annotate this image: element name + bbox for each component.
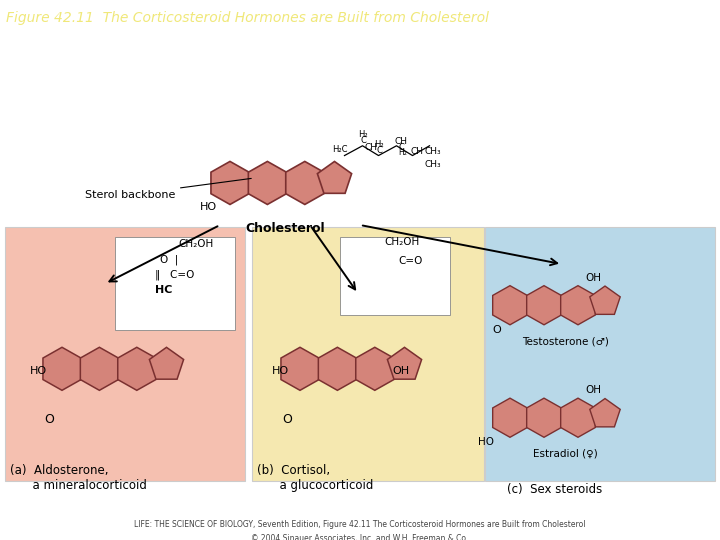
Polygon shape bbox=[590, 399, 620, 427]
Text: OH: OH bbox=[392, 366, 409, 376]
Text: (b)  Cortisol,
      a glucocorticoid: (b) Cortisol, a glucocorticoid bbox=[257, 464, 374, 492]
Text: OH: OH bbox=[585, 273, 601, 283]
Text: CH₃: CH₃ bbox=[425, 160, 441, 170]
Text: O: O bbox=[44, 413, 54, 426]
Polygon shape bbox=[43, 347, 81, 390]
Polygon shape bbox=[149, 347, 184, 379]
Polygon shape bbox=[561, 398, 595, 437]
Polygon shape bbox=[526, 286, 562, 325]
Text: C: C bbox=[398, 143, 405, 152]
Text: CH₂OH: CH₂OH bbox=[384, 237, 420, 247]
Text: Testosterone (♂): Testosterone (♂) bbox=[521, 336, 608, 346]
Text: H₂: H₂ bbox=[398, 147, 408, 157]
Polygon shape bbox=[118, 347, 156, 390]
Polygon shape bbox=[356, 347, 394, 390]
Polygon shape bbox=[492, 398, 527, 437]
Text: HO: HO bbox=[478, 437, 494, 447]
Text: Estradiol (♀): Estradiol (♀) bbox=[533, 449, 598, 459]
Text: C=O: C=O bbox=[398, 256, 423, 266]
Text: H₂C: H₂C bbox=[333, 145, 348, 154]
Text: H₂: H₂ bbox=[374, 140, 384, 149]
Text: H₂: H₂ bbox=[359, 130, 368, 139]
Text: O: O bbox=[282, 413, 292, 426]
FancyBboxPatch shape bbox=[252, 227, 484, 481]
Polygon shape bbox=[281, 347, 319, 390]
Polygon shape bbox=[81, 347, 119, 390]
Text: OH: OH bbox=[585, 385, 601, 395]
FancyBboxPatch shape bbox=[485, 227, 715, 481]
Text: CH: CH bbox=[364, 143, 377, 152]
Text: HO: HO bbox=[272, 366, 289, 376]
Text: O  |: O | bbox=[160, 254, 179, 265]
Polygon shape bbox=[526, 398, 562, 437]
Text: CH₂OH: CH₂OH bbox=[179, 239, 214, 248]
Text: CH: CH bbox=[395, 137, 408, 146]
Polygon shape bbox=[561, 286, 595, 325]
Polygon shape bbox=[211, 161, 249, 205]
Text: Sterol backbone: Sterol backbone bbox=[85, 178, 251, 200]
Polygon shape bbox=[492, 286, 527, 325]
FancyBboxPatch shape bbox=[5, 227, 245, 481]
Polygon shape bbox=[318, 347, 356, 390]
Text: ‖   C=O: ‖ C=O bbox=[155, 270, 194, 280]
Text: HO: HO bbox=[200, 202, 217, 212]
Text: Cholesterol: Cholesterol bbox=[246, 222, 325, 235]
Text: C: C bbox=[377, 146, 382, 154]
Text: O: O bbox=[492, 325, 500, 335]
Text: Figure 42.11  The Corticosteroid Hormones are Built from Cholesterol: Figure 42.11 The Corticosteroid Hormones… bbox=[6, 11, 489, 25]
Text: HO: HO bbox=[30, 366, 47, 376]
Polygon shape bbox=[590, 286, 620, 314]
Text: C: C bbox=[361, 136, 366, 145]
FancyBboxPatch shape bbox=[115, 237, 235, 330]
Text: LIFE: THE SCIENCE OF BIOLOGY, Seventh Edition, Figure 42.11 The Corticosteroid H: LIFE: THE SCIENCE OF BIOLOGY, Seventh Ed… bbox=[134, 521, 586, 540]
Polygon shape bbox=[286, 161, 324, 205]
Text: (c)  Sex steroids: (c) Sex steroids bbox=[508, 483, 603, 496]
FancyBboxPatch shape bbox=[340, 237, 450, 315]
Text: (a)  Aldosterone,
      a mineralocorticoid: (a) Aldosterone, a mineralocorticoid bbox=[10, 464, 147, 492]
Text: HC: HC bbox=[155, 285, 172, 294]
Text: CH₃: CH₃ bbox=[425, 146, 441, 156]
Polygon shape bbox=[318, 161, 351, 193]
Polygon shape bbox=[248, 161, 287, 205]
Text: CH: CH bbox=[410, 146, 423, 156]
Polygon shape bbox=[387, 347, 422, 379]
